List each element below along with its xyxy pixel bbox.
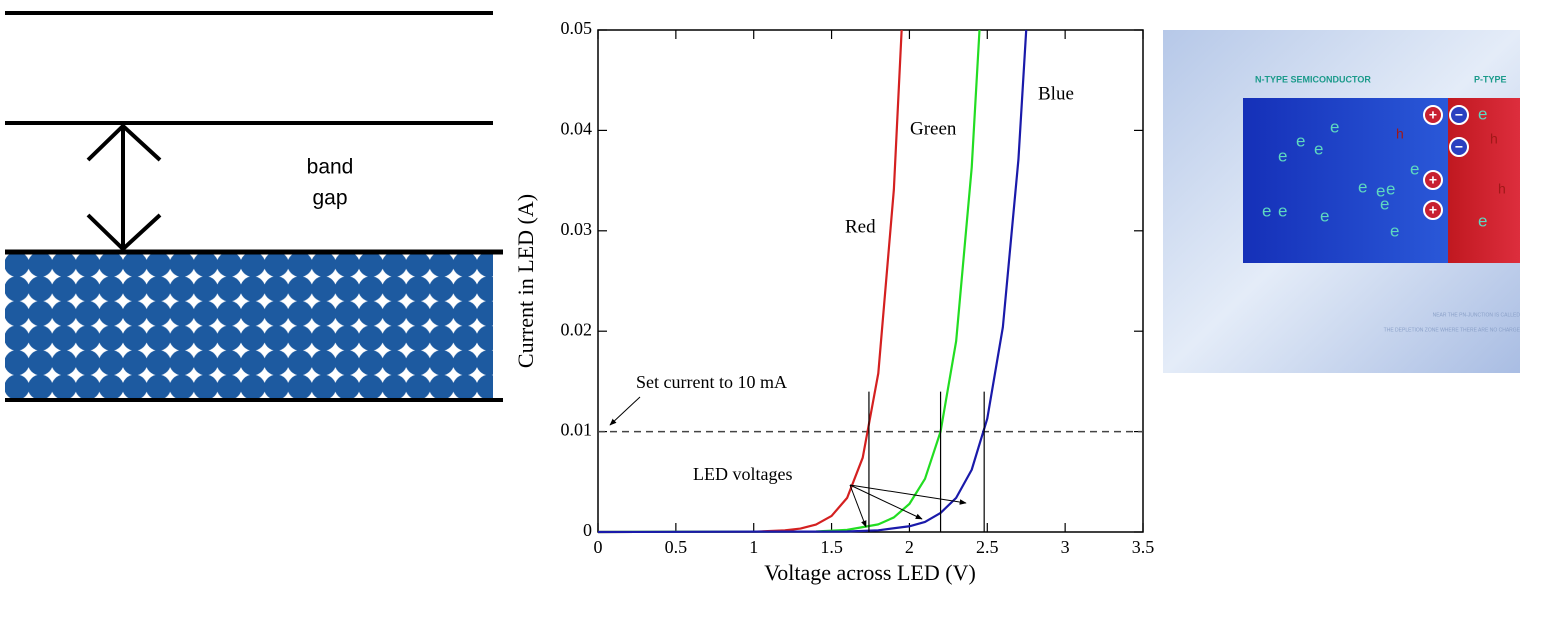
p-label: P-TYPE bbox=[1474, 74, 1507, 84]
band-label: band bbox=[307, 156, 354, 179]
band-label: gap bbox=[312, 187, 347, 210]
n-region bbox=[1243, 98, 1448, 263]
y-axis-label: Current in LED (A) bbox=[513, 194, 538, 368]
series-line bbox=[597, 29, 981, 534]
y-tick-label: 0.05 bbox=[561, 18, 593, 38]
annotation-arrow bbox=[849, 484, 967, 505]
electron: e bbox=[1390, 221, 1399, 240]
band-diagram: band gap bbox=[5, 11, 513, 405]
hole: h bbox=[1396, 126, 1404, 142]
hole: h bbox=[1490, 131, 1498, 147]
arrow-head bbox=[86, 123, 162, 162]
ion-sign: − bbox=[1455, 107, 1463, 123]
electron: e bbox=[1262, 201, 1271, 220]
ion-sign: + bbox=[1429, 107, 1437, 123]
x-tick-label: 0.5 bbox=[665, 537, 688, 557]
electron: e bbox=[1358, 177, 1367, 196]
ion-sign: − bbox=[1455, 139, 1463, 155]
electron: e bbox=[1478, 104, 1487, 123]
x-tick-label: 2.5 bbox=[976, 537, 999, 557]
series-label: Blue bbox=[1038, 83, 1074, 104]
ion bbox=[1423, 105, 1443, 125]
electron: e bbox=[1330, 117, 1339, 136]
electron: e bbox=[1278, 146, 1287, 165]
hole: h bbox=[1498, 181, 1506, 197]
n-label: N-TYPE SEMICONDUCTOR bbox=[1255, 74, 1371, 84]
y-tick-label: 0.02 bbox=[561, 319, 593, 339]
ion bbox=[1449, 137, 1469, 157]
series-line bbox=[597, 29, 903, 534]
plot-frame bbox=[597, 29, 1144, 533]
caption: THE DEPLETION ZONE WHERE THERE ARE NO CH… bbox=[1384, 327, 1521, 333]
electron: e bbox=[1376, 181, 1385, 200]
electron: e bbox=[1320, 206, 1329, 225]
ion bbox=[1449, 105, 1469, 125]
electron: e bbox=[1278, 201, 1287, 220]
series-line bbox=[597, 29, 1028, 534]
x-tick-label: 2 bbox=[905, 537, 914, 557]
p-region bbox=[1448, 98, 1520, 263]
ion-sign: + bbox=[1429, 202, 1437, 218]
arrow-head bbox=[86, 213, 162, 252]
annotation-arrow bbox=[849, 484, 867, 528]
chart: Voltage across LED (V) Current in LED (A… bbox=[513, 18, 1154, 585]
electron: e bbox=[1380, 194, 1389, 213]
ion bbox=[1423, 170, 1443, 190]
series-label: Green bbox=[910, 118, 957, 139]
ion-sign: + bbox=[1429, 172, 1437, 188]
electron: e bbox=[1296, 131, 1305, 150]
electron: e bbox=[1386, 179, 1395, 198]
x-tick-label: 1.5 bbox=[820, 537, 843, 557]
annotation: LED voltages bbox=[693, 464, 792, 484]
annotation-arrow bbox=[609, 396, 641, 426]
x-tick-label: 1 bbox=[749, 537, 758, 557]
x-tick-label: 0 bbox=[594, 537, 603, 557]
ion bbox=[1423, 200, 1443, 220]
x-tick-label: 3.5 bbox=[1132, 537, 1155, 557]
annotation: Set current to 10 mA bbox=[636, 372, 787, 392]
valence-band bbox=[5, 252, 505, 400]
series-label: Red bbox=[845, 216, 876, 237]
electron: e bbox=[1478, 211, 1487, 230]
electron: e bbox=[1314, 139, 1323, 158]
caption: NEAR THE PN-JUNCTION IS CALLED bbox=[1433, 312, 1521, 318]
y-tick-label: 0.01 bbox=[561, 420, 593, 440]
electron: e bbox=[1410, 159, 1419, 178]
y-tick-label: 0 bbox=[583, 520, 592, 540]
annotation-arrow bbox=[849, 484, 923, 520]
y-tick-label: 0.03 bbox=[561, 219, 593, 239]
x-axis-label: Voltage across LED (V) bbox=[764, 560, 976, 585]
x-tick-label: 3 bbox=[1061, 537, 1070, 557]
y-tick-label: 0.04 bbox=[561, 119, 593, 139]
